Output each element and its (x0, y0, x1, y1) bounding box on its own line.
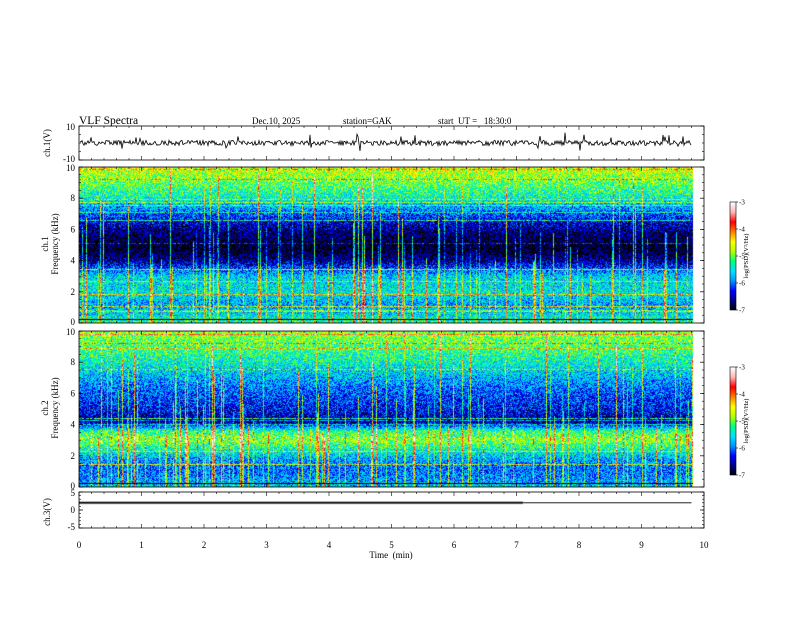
start-ut-label: start UT = 18:30:0 (438, 116, 512, 126)
ch1-spectrogram-y-tick-label: 2 (71, 287, 76, 297)
ch2-colorbar-gradient (730, 367, 736, 475)
ch1-colorbar-tick-label: -3 (739, 199, 745, 207)
ch1-spectrogram-y-tick-label: 0 (71, 317, 76, 327)
time-tick-label: 7 (514, 540, 519, 550)
ch1-waveform-y-tick-label: 10 (66, 122, 76, 132)
ch1-channel-label: ch.1 (40, 236, 50, 251)
ch1-colorbar-tick-label: -5 (739, 253, 745, 261)
ch2-spectrogram-raster (79, 331, 704, 487)
ch1-spectrogram-panel: ch.1 Frequency (kHz) (40, 213, 60, 274)
ch2-spectrogram-y-tick-label: 6 (71, 388, 76, 398)
ch2-spectrogram-panel: ch.2 Frequency (kHz) (40, 377, 60, 438)
ch2-colorbar-tick-label: -7 (739, 472, 745, 480)
time-tick-label: 8 (577, 540, 582, 550)
ch2-colorbar-tick-label: -3 (739, 364, 745, 372)
ch2-spectrogram-y-tick-label: 4 (71, 420, 76, 430)
ch1-spectrogram-y-tick-label: 8 (71, 193, 76, 203)
time-axis-label: Time (min) (369, 550, 412, 560)
ch1-voltage-axis-label: ch.1(V) (42, 129, 52, 157)
ch1-waveform-trace (79, 132, 692, 151)
ch3-waveform-y-tick-label: 0 (71, 505, 76, 515)
ch2-frequency-axis-label: Frequency (kHz) (50, 377, 60, 438)
ch1-spectrogram-y-tick-label: 6 (71, 224, 76, 234)
time-tick-label: 3 (264, 540, 269, 550)
generated-chart-marks: -3-4-5-6-7-3-4-5-6-710-10024681002468105… (63, 122, 745, 550)
ch2-spectrogram-y-tick-label: 8 (71, 357, 76, 367)
time-tick-label: 10 (700, 540, 710, 550)
ch3-waveform-y-tick-label: 5 (71, 488, 76, 498)
ch1-colorbar-gradient (730, 202, 736, 310)
time-tick-label: 6 (452, 540, 457, 550)
ch3-waveform-panel: ch.3(V) Time (min) (42, 498, 413, 560)
time-tick-label: 1 (139, 540, 144, 550)
time-tick-label: 9 (639, 540, 644, 550)
ch2-spectrogram-y-tick-label: 2 (71, 451, 76, 461)
ch1-spectrogram-y-tick-label: 4 (71, 256, 76, 266)
ch1-colorbar-tick-label: -4 (739, 226, 745, 234)
time-tick-label: 4 (327, 540, 332, 550)
ch3-waveform-frame (78, 491, 705, 529)
ch1-waveform-y-tick-label: -10 (63, 154, 75, 164)
ch3-voltage-axis-label: ch.3(V) (42, 498, 52, 526)
ch2-colorbar-tick-label: -4 (739, 391, 745, 399)
figure-title: VLF Spectra (79, 115, 138, 127)
ch2-channel-label: ch.2 (40, 400, 50, 415)
ch1-colorbar-label: log(PSD)(V²/Hz) (743, 234, 750, 279)
time-tick-label: 2 (202, 540, 207, 550)
ch2-colorbar-tick-label: -6 (739, 445, 745, 453)
ch1-frequency-axis-label: Frequency (kHz) (50, 213, 60, 274)
ch1-spectrogram-raster (79, 167, 704, 323)
ch1-waveform-panel: ch.1(V) (42, 129, 692, 157)
station-label: station=GAK (343, 116, 392, 126)
ch3-waveform-y-tick-label: -5 (68, 522, 76, 532)
ch1-spectrogram-y-tick-label: 10 (66, 163, 76, 173)
ch2-colorbar-label: log(PSD)(V²/Hz) (743, 399, 750, 444)
ch2-colorbar-tick-label: -5 (739, 418, 745, 426)
ch2-spectrogram-y-tick-label: 0 (71, 481, 76, 491)
ch2-spectrogram-y-tick-label: 10 (66, 327, 76, 337)
time-tick-label: 5 (389, 540, 394, 550)
ch1-colorbar-tick-label: -7 (739, 307, 745, 315)
date-label: Dec.10, 2025 (252, 116, 301, 126)
time-tick-label: 0 (77, 540, 82, 550)
ch1-colorbar-tick-label: -6 (739, 280, 745, 288)
